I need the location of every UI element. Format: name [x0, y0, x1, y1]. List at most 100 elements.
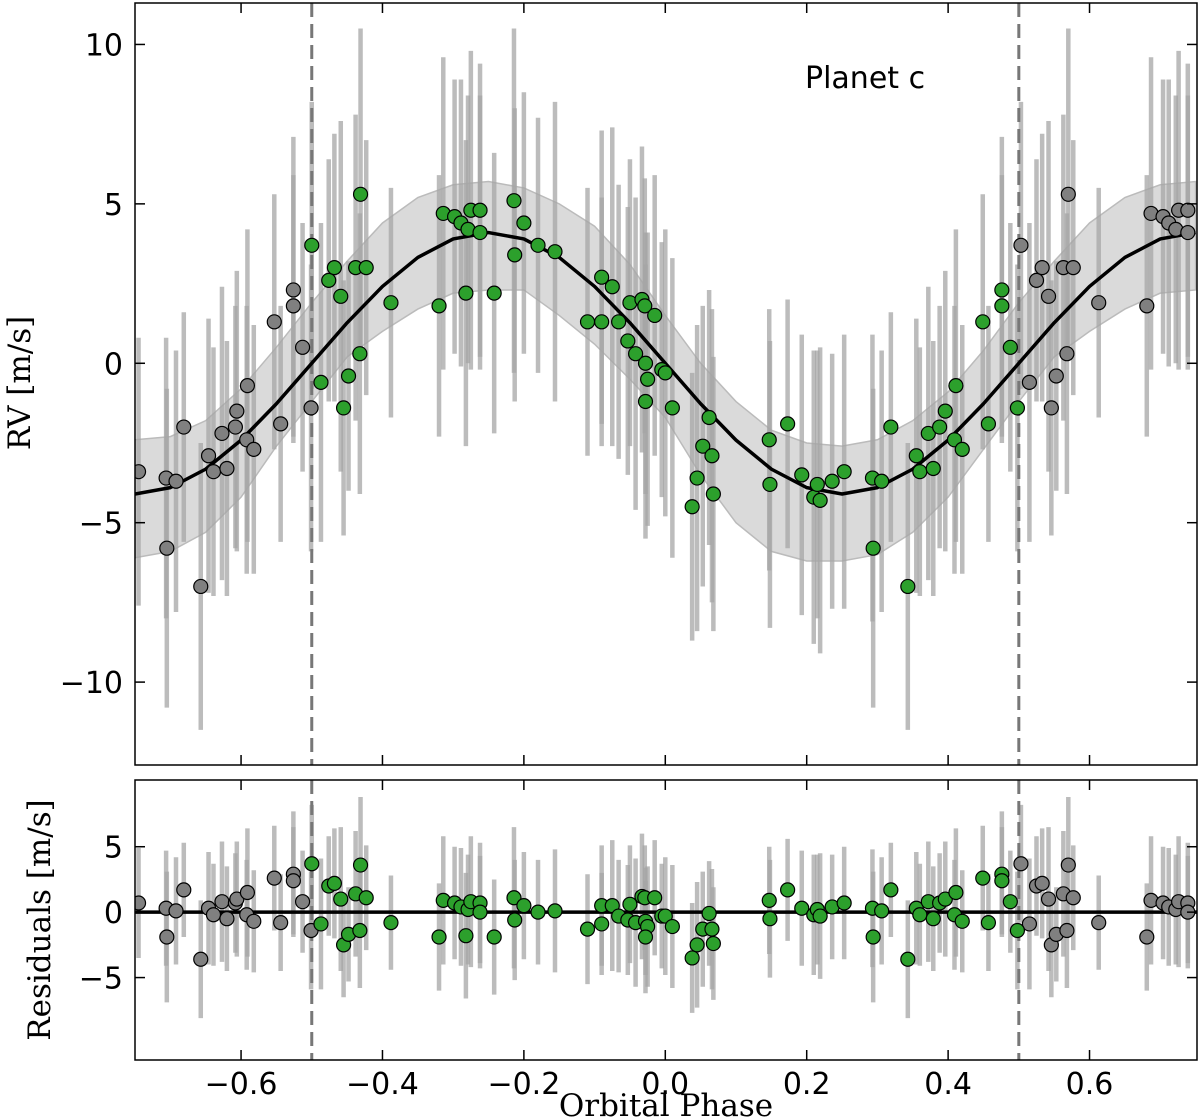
- residual-point: [647, 890, 663, 906]
- residual-point: [900, 951, 916, 967]
- data-point: [313, 374, 329, 391]
- data-point: [340, 368, 357, 384]
- data-point: [1180, 202, 1196, 218]
- y-tick-label: −10: [60, 666, 123, 701]
- residual-point: [1091, 915, 1107, 931]
- data-point: [579, 314, 596, 330]
- data-point: [594, 314, 610, 330]
- annotation: Planet c: [805, 61, 925, 96]
- residual-point: [925, 911, 941, 927]
- residual-point: [1060, 857, 1076, 873]
- data-point: [304, 237, 320, 253]
- data-point: [246, 441, 262, 457]
- data-point: [383, 295, 399, 311]
- y-tick-label: 0: [104, 347, 123, 382]
- residual-point: [358, 890, 374, 906]
- data-point: [824, 473, 840, 489]
- data-point: [335, 400, 352, 416]
- residual-point: [1065, 890, 1081, 906]
- data-point: [358, 260, 374, 276]
- residual-point: [794, 900, 810, 916]
- residual-point: [1059, 922, 1075, 939]
- residual-point: [472, 904, 488, 920]
- data-point: [472, 202, 488, 218]
- data-point: [1021, 374, 1038, 391]
- data-point: [326, 260, 342, 276]
- axes: −10 −5 0 5 10 −5 0 5 −0.6 −0.4 −0.2 0.0 0.2 0.4 0.6: [60, 2, 1198, 1102]
- data-point: [486, 285, 502, 301]
- residual-point: [994, 873, 1010, 889]
- y-tick-label: −5: [79, 962, 123, 997]
- data-point: [684, 499, 700, 515]
- residual-point: [865, 929, 881, 945]
- residual-point: [266, 870, 282, 886]
- residual-point: [219, 911, 235, 927]
- data-point: [321, 272, 337, 288]
- x-tick-label: 0.2: [783, 1067, 831, 1102]
- residual-point: [304, 856, 320, 872]
- rv-panel: [135, 3, 1197, 765]
- data-point: [1048, 368, 1064, 384]
- data-point: [812, 492, 828, 508]
- data-point: [809, 476, 825, 493]
- data-point: [611, 314, 627, 330]
- data-point: [168, 473, 184, 489]
- y-axis-label: Residuals [m/s]: [22, 799, 58, 1040]
- y-tick-label: −5: [79, 507, 123, 542]
- residual-point: [874, 903, 890, 919]
- residual-point: [246, 913, 262, 929]
- data-point: [1040, 288, 1057, 304]
- residual-point: [975, 870, 991, 886]
- residual-point: [980, 915, 997, 931]
- data-point: [640, 371, 656, 387]
- residual-point: [547, 903, 563, 919]
- data-point: [604, 279, 620, 295]
- data-point: [431, 298, 447, 314]
- residual-point: [239, 884, 256, 901]
- x-axis-label: Orbital Phase: [559, 1088, 773, 1119]
- data-point: [900, 578, 916, 595]
- residual-point: [579, 921, 596, 937]
- data-point: [506, 193, 522, 209]
- data-point: [333, 288, 349, 304]
- residual-point: [516, 898, 532, 914]
- data-point: [689, 470, 705, 486]
- data-point: [637, 393, 654, 410]
- data-point: [664, 400, 680, 416]
- residual-point: [294, 894, 311, 910]
- data-point: [954, 441, 970, 457]
- data-point: [647, 307, 663, 324]
- data-point: [948, 377, 964, 394]
- residual-point: [762, 911, 778, 927]
- x-tick-label: 0.6: [1066, 1067, 1114, 1102]
- data-point: [620, 333, 636, 349]
- residual-point: [507, 912, 523, 928]
- data-point: [219, 460, 235, 477]
- data-point: [925, 460, 941, 477]
- data-point: [530, 237, 546, 253]
- residual-point: [168, 903, 184, 919]
- residual-point: [313, 916, 329, 932]
- residual-point: [326, 875, 342, 891]
- data-point: [937, 403, 953, 419]
- data-point: [516, 215, 532, 231]
- data-point: [908, 448, 924, 464]
- residual-point: [704, 921, 720, 937]
- residual-point: [193, 951, 209, 967]
- data-point: [1059, 346, 1075, 362]
- data-point: [205, 464, 222, 480]
- residual-point: [594, 916, 610, 932]
- residual-point: [352, 922, 368, 939]
- data-point: [229, 403, 245, 419]
- data-point: [458, 285, 474, 301]
- data-point: [780, 416, 796, 432]
- data-point: [1180, 224, 1196, 241]
- residual-point: [1034, 875, 1050, 891]
- data-point: [932, 419, 948, 435]
- residual-point: [637, 929, 654, 945]
- residual-point: [812, 908, 828, 924]
- data-point: [214, 425, 230, 442]
- residual-point: [1009, 922, 1026, 939]
- y-tick-label: 10: [85, 28, 123, 63]
